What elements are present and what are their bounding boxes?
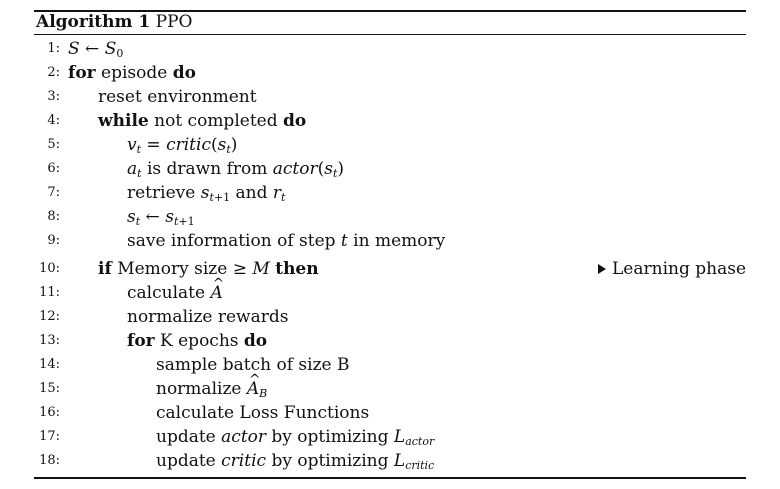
- algo-line: 3: reset environment: [34, 86, 746, 108]
- line-text: sample batch of size B: [156, 355, 350, 375]
- line-number: 2:: [47, 65, 60, 80]
- function-name: critic: [221, 451, 267, 471]
- triangle-right-icon: [598, 264, 607, 274]
- line-body: save information of step t in memory: [127, 231, 446, 251]
- line-body: if Memory size ≥ M then: [98, 259, 319, 279]
- line-text: retrieve: [127, 183, 196, 203]
- line-text: update: [156, 451, 216, 471]
- function-name: actor: [272, 159, 318, 179]
- line-text: calculate Loss Functions: [156, 403, 370, 423]
- line-text: calculate: [127, 283, 206, 303]
- line-number: 12:: [39, 309, 60, 324]
- line-text: K epochs: [160, 331, 239, 351]
- function-name: actor: [221, 427, 267, 447]
- line-text: is drawn from: [146, 159, 268, 179]
- line-number: 8:: [47, 209, 60, 224]
- line-number: 18:: [39, 453, 60, 468]
- keyword: if: [98, 259, 112, 279]
- line-number: 11:: [39, 285, 60, 300]
- line-text: save information of step: [127, 231, 336, 251]
- algo-line: 11: calculate A: [34, 273, 746, 304]
- algo-line: 17: update actor by optimizing Lactor: [34, 426, 746, 448]
- line-conjunction: and: [235, 183, 268, 203]
- algo-line: 12: normalize rewards: [34, 306, 746, 328]
- algo-line: 16: calculate Loss Functions: [34, 402, 746, 424]
- algo-line: 6: at is drawn from actor(st): [34, 158, 746, 180]
- line-number: 4:: [47, 113, 60, 128]
- line-body: S ← S0: [68, 39, 124, 60]
- bottom-rule: [34, 477, 746, 479]
- line-number: 6:: [47, 161, 60, 176]
- algo-line: 14: sample batch of size B: [34, 354, 746, 376]
- line-comment: Learning phase: [598, 258, 746, 280]
- line-body: while not completed do: [98, 110, 306, 132]
- line-text: episode: [101, 63, 168, 83]
- caption-label: Algorithm 1: [36, 12, 151, 32]
- line-number: 14:: [39, 357, 60, 372]
- caption-name: PPO: [155, 12, 193, 32]
- loss-subscript: critic: [405, 459, 435, 472]
- algorithm-caption: Algorithm 1 PPO: [36, 12, 192, 32]
- keyword: for: [68, 63, 96, 83]
- line-body: vt = critic(st): [127, 135, 238, 156]
- line-text: reset environment: [98, 87, 257, 107]
- line-number: 16:: [39, 405, 60, 420]
- line-text: by optimizing: [271, 427, 389, 447]
- caption-rule: [34, 34, 746, 35]
- keyword: do: [243, 331, 268, 351]
- line-body: at is drawn from actor(st): [127, 159, 345, 180]
- line-body: update critic by optimizing Lcritic: [156, 451, 435, 472]
- keyword: for: [127, 331, 155, 351]
- line-text: update: [156, 427, 216, 447]
- algo-line: 1: S ← S0: [34, 38, 746, 60]
- line-text: normalize rewards: [127, 307, 289, 327]
- line-body: retrieve st+1 and rt: [127, 183, 286, 204]
- algo-line: 10: if Memory size ≥ M then Learning pha…: [34, 258, 746, 280]
- algo-line: 7: retrieve st+1 and rt: [34, 182, 746, 204]
- algo-line: 9: save information of step t in memory: [34, 230, 746, 252]
- function-name: critic: [166, 135, 211, 155]
- algo-line: 2: for episode do: [34, 62, 746, 84]
- keyword: do: [172, 63, 196, 83]
- algo-line: 5: vt = critic(st): [34, 134, 746, 156]
- keyword: then: [275, 259, 319, 279]
- loss-subscript: actor: [405, 435, 435, 448]
- line-text: normalize: [156, 379, 242, 399]
- line-number: 1:: [47, 41, 60, 56]
- line-body: normalize AB: [156, 369, 267, 400]
- line-body: update actor by optimizing Lactor: [156, 427, 435, 448]
- line-text: Memory size: [117, 259, 228, 279]
- line-body: calculate A: [127, 273, 224, 304]
- line-number: 10:: [39, 261, 60, 276]
- line-number: 15:: [39, 381, 60, 396]
- line-number: 9:: [47, 233, 60, 248]
- line-body: for episode do: [68, 62, 196, 84]
- keyword: while: [98, 111, 149, 131]
- line-number: 7:: [47, 185, 60, 200]
- algo-line: 4: while not completed do: [34, 110, 746, 132]
- top-rule: [34, 10, 746, 12]
- algo-line: 18: update critic by optimizing Lcritic: [34, 450, 746, 472]
- line-text: by optimizing: [271, 451, 389, 471]
- algo-line: 13: for K epochs do: [34, 330, 746, 352]
- line-number: 3:: [47, 89, 60, 104]
- line-body: st ← st+1: [127, 207, 195, 228]
- line-number: 5:: [47, 137, 60, 152]
- line-body: for K epochs do: [127, 330, 267, 352]
- line-number: 13:: [39, 333, 60, 348]
- line-number: 17:: [39, 429, 60, 444]
- line-text: not completed: [154, 111, 278, 131]
- algo-line: 15: normalize AB: [34, 369, 746, 400]
- keyword: do: [283, 111, 307, 131]
- comment-text: Learning phase: [612, 259, 746, 279]
- line-text: in memory: [353, 231, 446, 251]
- algo-line: 8: st ← st+1: [34, 206, 746, 228]
